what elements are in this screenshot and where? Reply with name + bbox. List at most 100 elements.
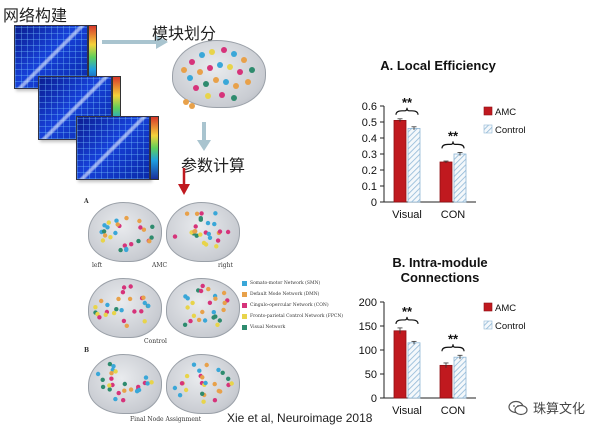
- legend-swatch-control: [483, 124, 493, 134]
- brain-node: [113, 369, 118, 374]
- y-tick-label: 150: [359, 321, 377, 333]
- brain-node: [124, 215, 129, 221]
- brain-node: [143, 375, 149, 380]
- brain-node: [110, 382, 115, 388]
- significance-label: **: [402, 95, 413, 110]
- brain-node: [185, 305, 190, 310]
- brain-node: [120, 290, 126, 295]
- y-tick-label: 200: [359, 297, 377, 309]
- brain-node: [124, 247, 129, 253]
- brain-node: [194, 211, 200, 216]
- brain-node: [200, 283, 205, 289]
- brain-node: [141, 227, 147, 232]
- brain-node: [199, 211, 204, 216]
- brain-node: [132, 309, 137, 314]
- y-tick-label: 50: [365, 369, 377, 381]
- brain-node: [194, 233, 199, 238]
- x-tick-label: CON: [441, 209, 466, 221]
- brain-node: [218, 389, 223, 394]
- brain-node: [213, 296, 218, 301]
- brain-node: [146, 303, 151, 309]
- significance-brace: [395, 107, 419, 115]
- brain-node: [122, 388, 127, 393]
- y-tick-label: 0.6: [362, 101, 377, 113]
- brain-node: [226, 376, 231, 381]
- legend-swatch-control: [483, 320, 493, 330]
- brain-node: [212, 381, 217, 387]
- significance-brace: [441, 344, 465, 352]
- control-label: Control: [144, 338, 167, 345]
- brain-node: [211, 315, 216, 320]
- legend-label: Visual Network: [250, 325, 286, 330]
- brain-node: [121, 285, 127, 290]
- brain-node: [106, 220, 111, 225]
- legend-label: Cingulo-opercular Network (CON): [250, 303, 329, 308]
- brain-node: [109, 371, 114, 376]
- y-tick-label: 0.5: [362, 117, 377, 129]
- brain-node: [118, 247, 123, 253]
- brain-node: [215, 238, 221, 243]
- brain-node: [122, 243, 127, 248]
- watermark: 珠算文化: [508, 398, 585, 417]
- y-tick-label: 0.1: [362, 181, 377, 193]
- brain-node: [201, 240, 207, 246]
- brain-node: [142, 319, 147, 324]
- arrow-right-icon: [102, 35, 168, 49]
- brain-node: [196, 317, 202, 323]
- y-tick-label: 0.3: [362, 149, 377, 161]
- brain-node: [100, 238, 106, 243]
- watermark-text: 珠算文化: [533, 402, 586, 417]
- brain-node: [217, 318, 222, 323]
- brain-node: [145, 381, 150, 386]
- brain-node: [200, 391, 205, 396]
- brain-node: [192, 229, 197, 234]
- citation: Xie et al, Neuroimage 2018: [227, 411, 373, 425]
- legend-swatch: [242, 303, 247, 308]
- brain-node: [105, 225, 110, 230]
- brain-node: [207, 235, 213, 240]
- brain-node: [100, 384, 106, 390]
- brain-node: [212, 398, 218, 403]
- brain-node: [107, 383, 112, 388]
- arrow-down-icon: [197, 122, 211, 151]
- legend-swatch: [242, 325, 247, 330]
- brain-node: [116, 390, 121, 396]
- brain-node: [114, 307, 119, 312]
- brain-node: [198, 232, 203, 237]
- brain-node: [93, 305, 98, 310]
- brain-node: [134, 389, 140, 394]
- brain-node: [150, 224, 155, 229]
- brain-node: [204, 362, 209, 368]
- brain-node: [97, 315, 102, 320]
- brain-node: [113, 230, 118, 236]
- brain-node: [214, 244, 219, 249]
- brain-node: [200, 309, 205, 315]
- legend-label: Somato-motor Network (SMN): [250, 281, 321, 286]
- y-tick-label: 0: [371, 197, 377, 209]
- brain-node: [115, 222, 120, 227]
- brain-node: [128, 387, 134, 392]
- brain-node: [202, 318, 208, 323]
- brain-node: [191, 313, 197, 318]
- brain-node: [215, 322, 220, 327]
- brain-node: [206, 286, 211, 292]
- legend-label-amc: AMC: [495, 303, 516, 314]
- brain-node: [100, 377, 105, 382]
- significance-label: **: [448, 331, 459, 346]
- brain-node: [203, 380, 208, 386]
- brain-node: [217, 229, 223, 234]
- y-tick-label: 0: [371, 393, 377, 405]
- bar-amc: [393, 119, 407, 203]
- bar-amc: [439, 364, 453, 399]
- network-legend: Somato-motor Network (SMN) Default Mode …: [242, 278, 343, 333]
- brain-node: [137, 218, 142, 224]
- brain-node: [200, 375, 205, 380]
- brain-node: [225, 229, 231, 235]
- matrix-colorbar-3: [150, 116, 159, 180]
- brain-node: [109, 376, 114, 381]
- brain-node: [113, 396, 118, 402]
- chart-a-title: A. Local Efficiency: [380, 58, 496, 73]
- brain-node: [103, 312, 108, 317]
- brain-node: [229, 381, 234, 386]
- chart-b-title: B. Intra-module Connections: [392, 255, 488, 285]
